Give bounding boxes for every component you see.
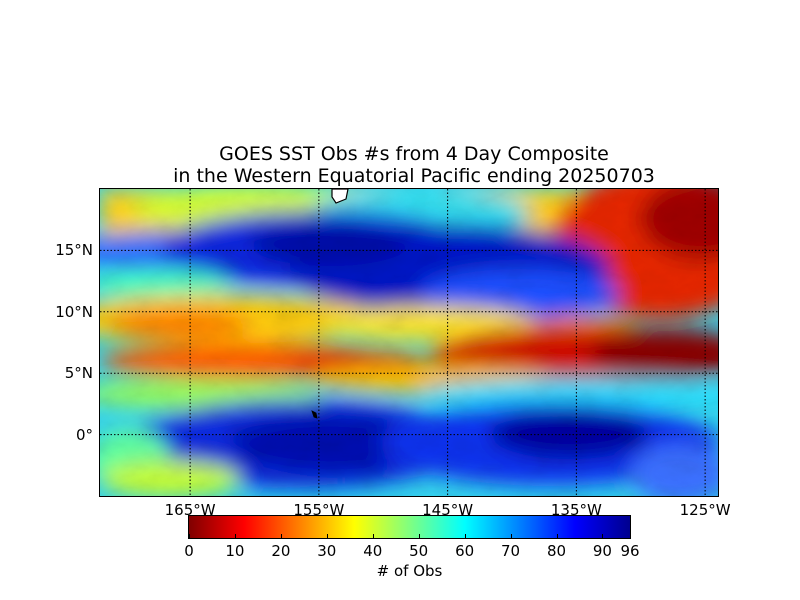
- colorbar-label: # of Obs: [376, 562, 443, 580]
- colorbar-tick-mark: [418, 534, 420, 538]
- colorbar-tick-mark: [280, 534, 282, 538]
- colorbar-tick-label: 80: [546, 542, 567, 560]
- latitude-label: 10°N: [55, 302, 93, 321]
- colorbar-tick-mark: [189, 534, 190, 538]
- colorbar-tick-mark: [464, 534, 466, 538]
- colorbar-tick-label: 60: [455, 542, 475, 560]
- colorbar-tick-mark: [234, 534, 236, 538]
- colorbar-tick-label: 50: [409, 542, 429, 560]
- colorbar-tick-label: 40: [363, 542, 383, 560]
- map-title-line-2: in the Western Equatorial Pacific ending…: [173, 165, 655, 187]
- latitude-label: 15°N: [55, 241, 93, 260]
- island-hawaii: [331, 189, 349, 204]
- colorbar-tick-label: 96: [620, 542, 640, 560]
- map-gridlines: [100, 189, 718, 496]
- colorbar-tick-label: 10: [225, 542, 245, 560]
- sst-obs-map: [99, 188, 719, 497]
- colorbar-tick-label: 0: [184, 542, 194, 560]
- latitude-label: 0°: [75, 425, 93, 444]
- latitude-label: 5°N: [64, 364, 93, 383]
- map-plot-area: [100, 189, 718, 496]
- colorbar-tick-mark: [510, 534, 512, 538]
- longitude-label: 145°W: [422, 501, 474, 519]
- colorbar-tick-mark: [372, 534, 374, 538]
- colorbar-tick-label: 70: [501, 542, 521, 560]
- colorbar-tick-mark: [602, 534, 604, 538]
- colorbar-tick-label: 20: [271, 542, 291, 560]
- longitude-label: 125°W: [679, 501, 731, 519]
- colorbar-tick-mark: [556, 534, 558, 538]
- colorbar: [188, 515, 631, 539]
- map-title-line-1: GOES SST Obs #s from 4 Day Composite: [219, 143, 609, 165]
- colorbar-tick-mark: [326, 534, 328, 538]
- colorbar-tick-label: 90: [592, 542, 612, 560]
- colorbar-tick-label: 30: [317, 542, 337, 560]
- colorbar-tick-mark: [630, 534, 631, 538]
- island-small: [311, 410, 318, 419]
- longitude-label: 165°W: [164, 501, 216, 519]
- longitude-label: 135°W: [550, 501, 602, 519]
- longitude-label: 155°W: [293, 501, 345, 519]
